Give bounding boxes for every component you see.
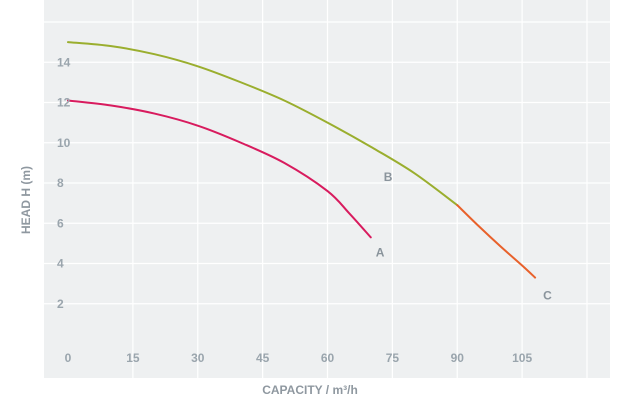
x-axis-title: CAPACITY / m³/h <box>262 383 358 397</box>
x-tick-label: 60 <box>321 351 335 365</box>
y-tick-label: 4 <box>57 257 64 271</box>
x-tick-label: 90 <box>451 351 465 365</box>
x-tick-label: 105 <box>512 351 532 365</box>
y-tick-label: 14 <box>57 55 71 69</box>
x-tick-label: 30 <box>191 351 205 365</box>
y-tick-label: 8 <box>57 176 64 190</box>
series-line-b <box>67 41 459 207</box>
y-tick-label: 6 <box>57 216 64 230</box>
y-tick-label: 12 <box>57 96 71 110</box>
grid-layer <box>44 0 610 378</box>
series-layer <box>67 41 537 279</box>
y-tick-label: 2 <box>57 297 64 311</box>
x-tick-label: 75 <box>386 351 400 365</box>
x-tick-label: 45 <box>256 351 270 365</box>
series-line-a <box>67 99 372 239</box>
series-label-c: C <box>543 289 552 303</box>
label-layer: CAPACITY / m³/h HEAD H (m) A B C <box>19 166 552 397</box>
x-tick-label: 0 <box>65 351 72 365</box>
y-axis-title: HEAD H (m) <box>19 166 33 234</box>
series-line-c <box>456 204 537 279</box>
tick-layer: 0 15 30 45 60 75 90 105 2 4 6 8 10 12 14 <box>57 55 532 365</box>
x-tick-label: 15 <box>126 351 140 365</box>
series-label-b: B <box>384 170 393 184</box>
series-label-a: A <box>376 245 385 259</box>
y-tick-label: 10 <box>57 136 71 150</box>
